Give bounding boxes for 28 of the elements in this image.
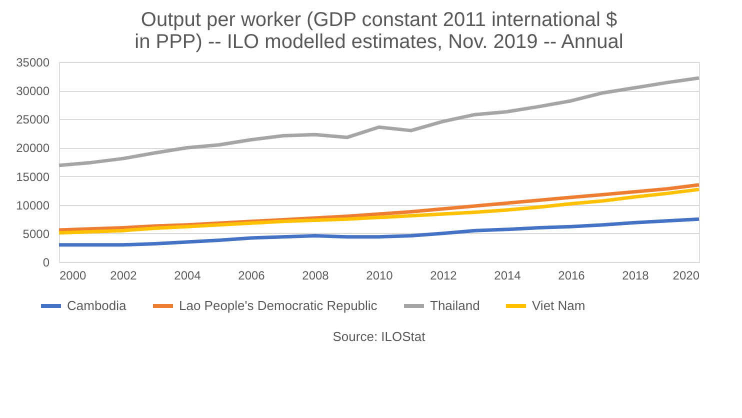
x-tick-label: 2012 [430,268,458,282]
x-tick-label: 2010 [366,268,394,282]
x-tick-label: 2004 [174,268,202,282]
y-tick-label: 25000 [16,112,50,127]
legend-label: Viet Nam [532,298,586,313]
y-tick-label: 0 [42,256,50,270]
source-note: Source: ILOStat [332,329,426,344]
x-tick-label: 2000 [60,268,87,282]
x-tick-label: 2016 [558,268,586,282]
legend-label: Thailand [430,298,480,313]
text: Output per worker (GDP constant 2011 international $ [140,9,618,31]
text: in PPP) -- ILO modelled estimates, Nov. 2019 -- Annual [134,31,624,53]
line-series [57,76,701,168]
y-tick-label: 15000 [16,170,50,184]
legend-label: Cambodia [67,298,128,313]
legend-label: Lao People's Democratic Republic [179,298,378,313]
x-tick-label: 2002 [110,268,138,282]
x-tick-label: 2020 [672,268,700,282]
line-series [57,217,701,247]
y-tick-label: 5000 [22,226,50,241]
y-tick-label: 20000 [16,141,50,156]
x-tick-label: 2006 [238,268,266,282]
x-tick-label: 2018 [622,268,650,282]
y-tick-label: 30000 [16,84,50,98]
y-tick-label: 35000 [16,56,50,70]
y-tick-label: 10000 [16,198,50,212]
x-tick-label: 2014 [494,268,522,282]
x-tick-label: 2008 [302,268,330,282]
